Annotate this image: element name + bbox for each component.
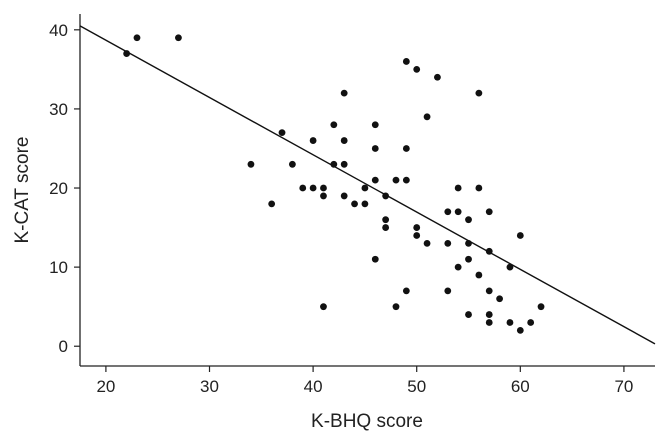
- data-point: [330, 160, 338, 168]
- data-point: [413, 232, 421, 239]
- data-point: [516, 232, 524, 239]
- data-point: [371, 176, 379, 184]
- data-points: [123, 34, 545, 334]
- y-tick-label: 0: [59, 337, 68, 356]
- y-tick-label: 10: [49, 258, 68, 277]
- data-point: [247, 160, 255, 168]
- data-point: [465, 255, 472, 263]
- data-point: [413, 65, 421, 73]
- data-point: [299, 184, 307, 192]
- data-point: [454, 184, 462, 192]
- data-point: [402, 58, 410, 65]
- data-point: [340, 89, 348, 97]
- data-point: [465, 311, 472, 318]
- data-point: [371, 121, 379, 129]
- data-point: [320, 184, 327, 192]
- data-point: [371, 145, 379, 152]
- data-point: [485, 311, 493, 318]
- data-point: [309, 137, 317, 144]
- data-point: [320, 303, 327, 311]
- data-point: [268, 200, 276, 208]
- data-point: [361, 200, 369, 208]
- data-point: [444, 208, 452, 216]
- data-point: [340, 160, 348, 168]
- data-point: [527, 319, 535, 326]
- data-point: [402, 145, 410, 152]
- data-point: [371, 255, 379, 263]
- y-axis-title: K-CAT score: [12, 137, 33, 244]
- data-point: [382, 224, 390, 231]
- data-point: [340, 192, 348, 200]
- y-tick-label: 20: [49, 179, 68, 198]
- data-point: [454, 208, 462, 216]
- data-point: [434, 73, 441, 81]
- data-point: [485, 247, 493, 255]
- data-point: [133, 34, 141, 42]
- data-point: [496, 295, 503, 303]
- data-point: [465, 239, 472, 247]
- x-axis-title: K-BHQ score: [311, 411, 423, 432]
- data-point: [516, 327, 524, 334]
- data-point: [423, 113, 431, 121]
- y-axis-ticks: 0 10 20 30 40: [49, 21, 80, 356]
- data-point: [330, 121, 338, 129]
- data-point: [485, 287, 493, 295]
- x-tick-label: 40: [304, 377, 323, 396]
- data-point: [475, 184, 483, 192]
- data-point: [361, 184, 369, 192]
- x-tick-label: 30: [200, 377, 219, 396]
- x-tick-label: 60: [511, 377, 530, 396]
- data-point: [423, 239, 431, 247]
- data-point: [175, 34, 182, 42]
- data-point: [288, 160, 296, 168]
- data-point: [402, 287, 410, 295]
- data-point: [382, 192, 390, 200]
- data-point: [537, 303, 545, 311]
- data-point: [475, 271, 483, 279]
- data-point: [485, 208, 493, 216]
- y-tick-label: 30: [49, 100, 68, 119]
- data-point: [506, 319, 514, 326]
- x-tick-label: 50: [407, 377, 426, 396]
- x-tick-label: 20: [96, 377, 115, 396]
- data-point: [392, 303, 400, 311]
- data-point: [454, 263, 462, 271]
- data-point: [351, 200, 358, 208]
- data-point: [392, 176, 400, 184]
- x-axis-ticks: 20 30 40 50 60 70: [96, 366, 633, 396]
- data-point: [485, 319, 493, 326]
- data-point: [278, 129, 286, 137]
- data-point: [382, 216, 390, 224]
- y-tick-label: 40: [49, 21, 68, 40]
- x-tick-label: 70: [614, 377, 633, 396]
- data-point: [413, 224, 421, 231]
- data-point: [444, 287, 452, 295]
- data-point: [340, 137, 348, 144]
- data-point: [444, 239, 452, 247]
- data-point: [506, 263, 514, 271]
- data-point: [475, 89, 483, 97]
- data-point: [320, 192, 327, 200]
- data-point: [465, 216, 472, 224]
- regression-line: [79, 25, 656, 345]
- data-point: [402, 176, 410, 184]
- axes: [79, 14, 655, 367]
- data-point: [309, 184, 317, 192]
- data-point: [123, 50, 131, 57]
